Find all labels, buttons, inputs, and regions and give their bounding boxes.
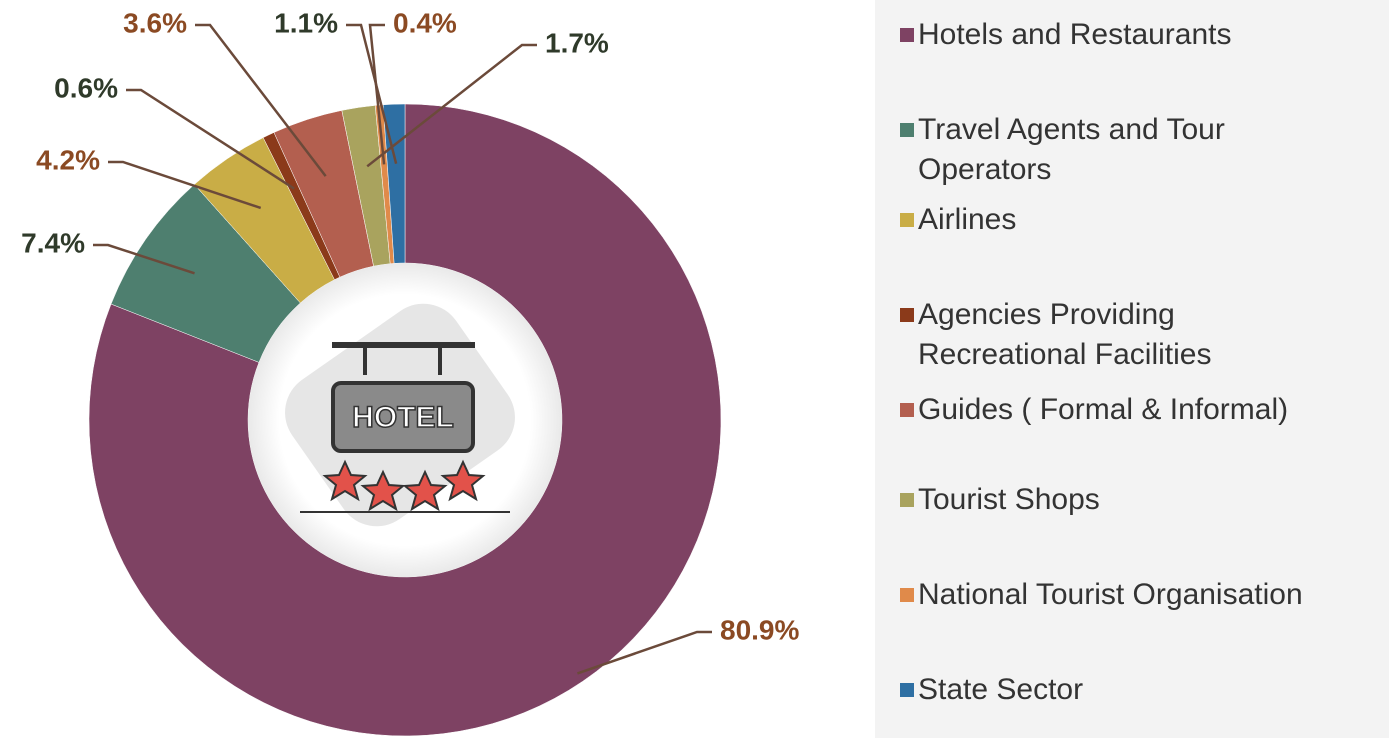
legend-label: National Tourist Organisation bbox=[918, 575, 1388, 615]
legend-label: Hotels and Restaurants bbox=[918, 15, 1378, 55]
legend-label: Tourist Shops bbox=[918, 480, 1378, 520]
legend-swatch bbox=[900, 493, 914, 507]
legend-label: Guides ( Formal & Informal) bbox=[918, 390, 1388, 430]
value-label: 0.4% bbox=[393, 7, 457, 38]
value-label: 1.1% bbox=[274, 7, 338, 38]
legend-label: Agencies Providing Recreational Faciliti… bbox=[918, 295, 1298, 375]
value-label: 3.6% bbox=[123, 7, 187, 38]
legend-label: Travel Agents and Tour Operators bbox=[918, 110, 1298, 190]
legend-swatch bbox=[900, 123, 914, 137]
legend-label: State Sector bbox=[918, 670, 1378, 710]
value-label: 4.2% bbox=[36, 144, 100, 175]
legend: Hotels and Restaurants Travel Agents and … bbox=[875, 0, 1389, 738]
legend-swatch bbox=[900, 28, 914, 42]
value-label: 80.9% bbox=[720, 614, 799, 645]
legend-swatch bbox=[900, 588, 914, 602]
legend-swatch bbox=[900, 213, 914, 227]
value-label: 0.6% bbox=[54, 72, 118, 103]
legend-swatch bbox=[900, 403, 914, 417]
value-label: 1.7% bbox=[545, 27, 609, 58]
page: HOTEL 80.9%7.4%4.2%0.6%3.6%1.7%0.4%1.1% … bbox=[0, 0, 1389, 738]
chart: HOTEL 80.9% 7.4% 4.2% 0.6% 3.6% 1.7% 0.4% 1.1% bbox=[0, 0, 870, 738]
icon-text: HOTEL bbox=[352, 401, 454, 434]
legend-swatch bbox=[900, 308, 914, 322]
legend-swatch bbox=[900, 683, 914, 697]
value-label: 7.4% bbox=[21, 227, 85, 258]
legend-label: Airlines bbox=[918, 200, 1298, 240]
